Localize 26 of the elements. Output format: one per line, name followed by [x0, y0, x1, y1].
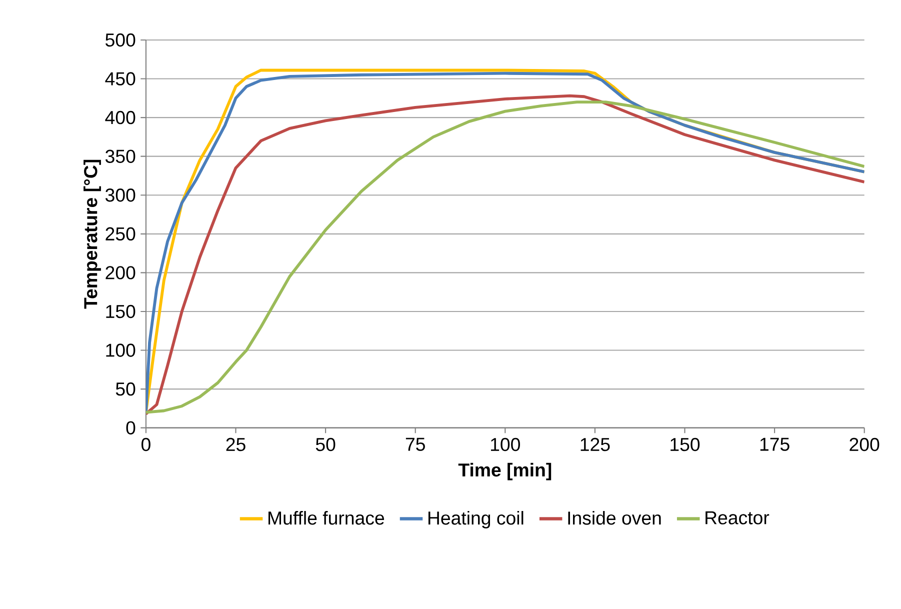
- y-tick-label: 150: [106, 304, 136, 318]
- y-tick-label: 250: [106, 227, 136, 240]
- x-tick-label: 25: [226, 438, 246, 452]
- y-tick-label: 350: [105, 150, 136, 163]
- y-axis-title: Temperature [°C]: [84, 160, 101, 309]
- y-tick-label: 50: [116, 382, 136, 396]
- x-tick-label: 125: [580, 438, 610, 452]
- y-tick-label: 0: [126, 421, 136, 434]
- x-tick-label: 175: [760, 438, 790, 451]
- legend-label: Heating coil: [428, 510, 524, 528]
- legend-label: Reactor: [706, 511, 770, 524]
- legend-label: Inside oven: [568, 510, 661, 525]
- y-tick-label: 300: [105, 188, 136, 202]
- y-tick-label: 500: [106, 33, 136, 47]
- y-tick-label: 400: [105, 110, 136, 124]
- y-tick-label: 450: [105, 72, 136, 86]
- y-tick-label: 200: [106, 266, 136, 280]
- x-tick-label: 200: [850, 438, 880, 452]
- y-tick-label: 100: [106, 344, 136, 357]
- x-tick-label: 150: [670, 438, 700, 452]
- x-axis-title: Time [min]: [458, 462, 552, 480]
- x-tick-label: 50: [316, 438, 336, 452]
- x-tick-label: 75: [406, 438, 425, 451]
- legend-label: Muffle furnace: [268, 510, 384, 525]
- x-tick-label: 0: [142, 438, 150, 452]
- x-tick-label: 100: [491, 438, 520, 452]
